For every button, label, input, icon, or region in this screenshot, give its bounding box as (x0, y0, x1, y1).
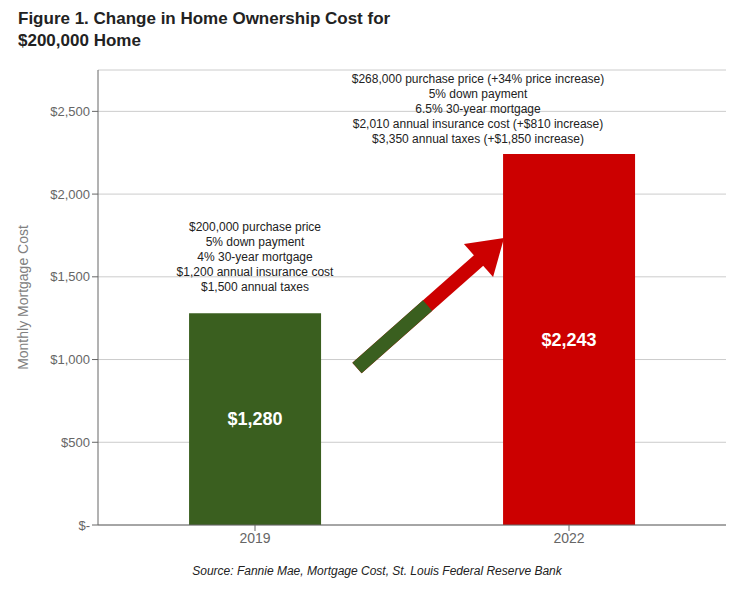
html-text:Source: Fannie Mae, Mortgage C: Source: Fannie Mae, Mortgage Cost, St. L… (192, 564, 562, 578)
html-text:$200,000 Home: $200,000 Home (18, 31, 141, 50)
html-text:Figure 1. Change in Home Owner: Figure 1. Change in Home Ownership Cost … (18, 9, 391, 28)
svg-text:Monthly Mortgage Cost: Monthly Mortgage Cost (15, 225, 31, 370)
svg-text:2022: 2022 (553, 530, 584, 546)
html-text:$200,000 purchase price 5% dow: $200,000 purchase price 5% down payment … (176, 220, 334, 294)
svg-text:$1,500: $1,500 (50, 269, 90, 284)
html-text:$268,000 purchase price (+34%: $268,000 purchase price (+34% price incr… (351, 72, 605, 146)
svg-text:$500: $500 (61, 435, 90, 450)
svg-text:$2,000: $2,000 (50, 187, 90, 202)
svg-text:$1,280: $1,280 (228, 409, 283, 429)
svg-text:2019: 2019 (239, 530, 270, 546)
svg-text:$-: $- (78, 518, 90, 533)
svg-text:$1,000: $1,000 (50, 352, 90, 367)
svg-text:$2,243: $2,243 (542, 330, 597, 350)
svg-text:$2,500: $2,500 (50, 104, 90, 119)
